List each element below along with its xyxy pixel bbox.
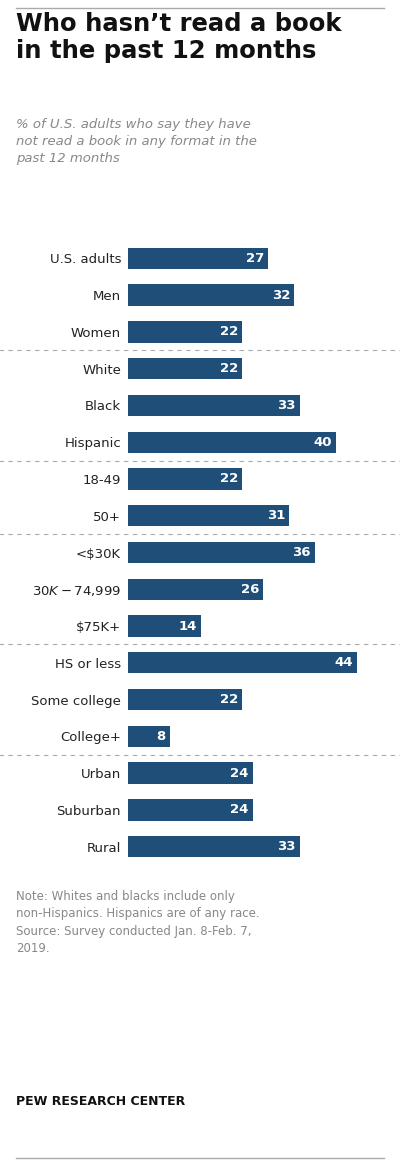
Bar (128, 432, 336, 453)
Bar (128, 726, 170, 747)
Bar (128, 616, 201, 637)
Text: 8: 8 (156, 730, 166, 742)
Bar (128, 395, 300, 416)
Text: 36: 36 (292, 546, 311, 559)
Text: 33: 33 (277, 840, 296, 854)
Text: 24: 24 (230, 803, 249, 816)
Bar (128, 248, 268, 269)
Text: 33: 33 (277, 399, 296, 412)
Text: 14: 14 (178, 619, 197, 632)
Bar (128, 652, 357, 673)
Text: 44: 44 (334, 656, 353, 670)
Bar (128, 762, 253, 783)
Bar (128, 505, 289, 527)
Bar (128, 321, 242, 343)
Bar (128, 542, 315, 563)
Bar (128, 799, 253, 821)
Bar (128, 689, 242, 711)
Text: 26: 26 (241, 583, 259, 596)
Text: 24: 24 (230, 767, 249, 780)
Bar (128, 468, 242, 489)
Bar (128, 285, 294, 306)
Text: 32: 32 (272, 288, 290, 302)
Text: 22: 22 (220, 326, 238, 338)
Text: Who hasn’t read a book
in the past 12 months: Who hasn’t read a book in the past 12 mo… (16, 12, 342, 63)
Bar (128, 358, 242, 379)
Text: PEW RESEARCH CENTER: PEW RESEARCH CENTER (16, 1095, 185, 1108)
Text: 22: 22 (220, 472, 238, 486)
Text: 22: 22 (220, 362, 238, 375)
Text: 27: 27 (246, 252, 264, 265)
Text: Note: Whites and blacks include only
non-Hispanics. Hispanics are of any race.
S: Note: Whites and blacks include only non… (16, 890, 260, 956)
Bar (128, 578, 263, 600)
Text: 22: 22 (220, 693, 238, 706)
Text: 31: 31 (267, 509, 285, 522)
Text: 40: 40 (313, 436, 332, 448)
Text: % of U.S. adults who say they have
not read a book in any format in the
past 12 : % of U.S. adults who say they have not r… (16, 118, 257, 165)
Bar (128, 836, 300, 857)
